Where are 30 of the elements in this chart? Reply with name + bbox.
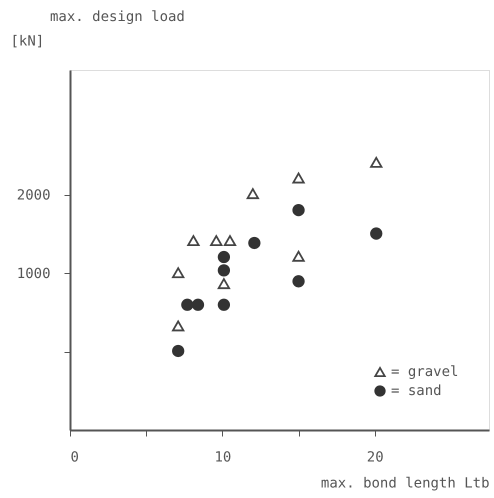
point <box>218 264 230 276</box>
point <box>292 250 305 262</box>
point <box>172 320 184 332</box>
point <box>292 204 305 216</box>
point <box>292 172 305 184</box>
x-tick-label: 10 <box>214 450 232 466</box>
point <box>248 236 261 250</box>
point <box>172 267 184 278</box>
point <box>370 227 382 240</box>
y-tick-label: 1000 <box>16 266 50 282</box>
point <box>224 235 236 246</box>
point <box>218 250 230 264</box>
x-axis-title: max. bond length Ltb <box>320 476 490 492</box>
point <box>192 298 204 311</box>
point <box>187 235 200 246</box>
y-axis-title: [kN] <box>10 34 44 50</box>
legend-label: = gravel <box>391 364 458 380</box>
x-tick-label: 20 <box>366 450 384 466</box>
y-tick-label: 2000 <box>16 188 50 204</box>
point <box>210 235 222 246</box>
point <box>246 188 259 200</box>
point <box>218 278 230 290</box>
point <box>292 275 305 288</box>
point <box>172 344 184 358</box>
point <box>370 156 382 168</box>
x-tick-label: 0 <box>70 450 79 466</box>
point <box>181 298 194 311</box>
point <box>218 298 230 311</box>
chart-title: max. design load <box>50 9 185 25</box>
legend-label: = sand <box>391 383 442 399</box>
